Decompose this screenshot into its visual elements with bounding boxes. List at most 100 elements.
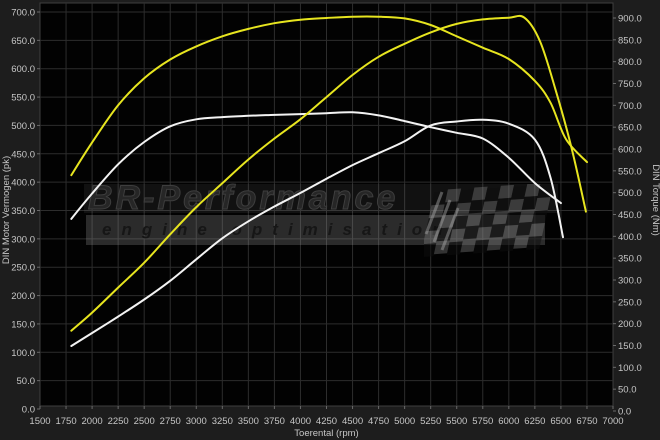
flag-checker [449, 228, 466, 243]
flag-checker [424, 230, 440, 245]
x-tick-label: 5000 [394, 416, 415, 427]
flag-checker [516, 221, 533, 236]
flag-checker [465, 212, 482, 227]
x-tick-label: 4250 [316, 416, 337, 427]
flag-checker [484, 187, 501, 202]
y-right-tick-label: 150.0 [618, 341, 642, 352]
watermark-tagline-text: engine optimisation [102, 220, 453, 239]
flag-checker [499, 237, 516, 252]
flag-checker [531, 210, 548, 224]
y-left-tick-label: 450.0 [11, 149, 35, 160]
x-tick-label: 4500 [342, 416, 363, 427]
x-tick-label: 5500 [446, 416, 467, 427]
x-tick-label: 1500 [29, 416, 50, 427]
flag-checker [524, 184, 541, 197]
x-tick-label: 3250 [212, 416, 233, 427]
flag-checker [475, 226, 492, 241]
x-tick-label: 6750 [576, 416, 597, 427]
y-right-tick-label: 900.0 [618, 14, 642, 25]
flag-checker [431, 191, 448, 206]
flag-checker [505, 211, 522, 226]
x-tick-label: 7000 [602, 416, 623, 427]
y-left-tick-label: 700.0 [11, 8, 35, 19]
y-left-tick-label: 500.0 [11, 121, 35, 132]
x-tick-label: 5750 [472, 416, 493, 427]
flag-checker [455, 202, 472, 217]
x-tick-label: 4750 [368, 416, 389, 427]
flag-checker [424, 243, 437, 258]
x-tick-label: 6000 [498, 416, 519, 427]
curve-tuned-power [70, 14, 587, 332]
watermark-brand-text: BR-Performance [88, 179, 399, 217]
y-left-tick-label: 650.0 [11, 36, 35, 47]
y-right-tick-label: 800.0 [618, 57, 642, 68]
flag-checker [433, 240, 450, 255]
y-right-tick-label: 600.0 [618, 145, 642, 156]
y-right-tick-label: 250.0 [618, 297, 642, 308]
flag-checker [457, 189, 474, 204]
x-tick-label: 2000 [82, 416, 103, 427]
flag-checker [446, 241, 463, 256]
y-left-tick-label: 350.0 [11, 206, 35, 217]
x-tick-label: 6250 [524, 416, 545, 427]
flag-speed-line [424, 191, 444, 235]
flag-checker [510, 185, 527, 200]
y-right-axis-title: DIN Torque (Nm) [650, 164, 660, 236]
y-right-tick-label: 450.0 [618, 210, 642, 221]
flag-checker [528, 223, 545, 237]
flag-checker [473, 239, 490, 254]
x-tick-label: 1750 [55, 416, 76, 427]
y-left-tick-label: 250.0 [11, 263, 35, 274]
y-left-tick-label: 200.0 [11, 291, 35, 302]
flag-checker [521, 195, 538, 210]
y-right-tick-label: 650.0 [618, 123, 642, 134]
y-left-tick-label: 600.0 [11, 64, 35, 75]
flag-checker [481, 200, 498, 215]
flag-checker [468, 199, 485, 214]
x-tick-label: 2250 [108, 416, 129, 427]
flag-checker [492, 210, 509, 225]
flag-checker [486, 236, 503, 251]
curve-stock-power [70, 118, 564, 347]
y-right-tick-label: 350.0 [618, 254, 642, 265]
y-right-tick-label: 0.0 [618, 407, 631, 418]
flag-checker [502, 224, 519, 239]
curve-stock-torque [70, 111, 562, 220]
flag-checker [489, 223, 506, 238]
y-right-tick-label: 850.0 [618, 35, 642, 46]
y-right-tick-label: 300.0 [618, 276, 642, 287]
y-right-tick-label: 500.0 [618, 188, 642, 199]
y-left-tick-label: 100.0 [11, 348, 35, 359]
flag-checker [478, 213, 495, 228]
flag-checker [439, 214, 456, 229]
x-tick-label: 2750 [160, 416, 181, 427]
y-right-tick-label: 100.0 [618, 363, 642, 374]
x-tick-label: 4000 [290, 416, 311, 427]
x-tick-label: 3750 [264, 416, 285, 427]
y-left-axis-title: DIN Motor Vermogen (pk) [1, 156, 12, 264]
y-left-tick-label: 0.0 [22, 405, 35, 416]
flag-checker [445, 188, 462, 203]
flag-checker [442, 201, 459, 216]
flag-checker [428, 204, 445, 219]
flag-checker [513, 234, 530, 249]
flag-checker [452, 215, 469, 230]
y-left-tick-label: 550.0 [11, 93, 35, 104]
y-left-tick-label: 50.0 [17, 376, 36, 387]
x-tick-label: 5250 [420, 416, 441, 427]
flag-checker [425, 217, 442, 232]
flag-checker [436, 227, 453, 242]
flag-checker [534, 197, 551, 211]
x-tick-label: 6500 [550, 416, 571, 427]
y-left-tick-label: 300.0 [11, 234, 35, 245]
y-right-tick-label: 200.0 [618, 319, 642, 330]
x-tick-label: 3500 [238, 416, 259, 427]
x-tick-label: 2500 [134, 416, 155, 427]
x-tick-label: 3000 [186, 416, 207, 427]
y-right-tick-label: 750.0 [618, 79, 642, 90]
y-left-tick-label: 150.0 [11, 319, 35, 330]
